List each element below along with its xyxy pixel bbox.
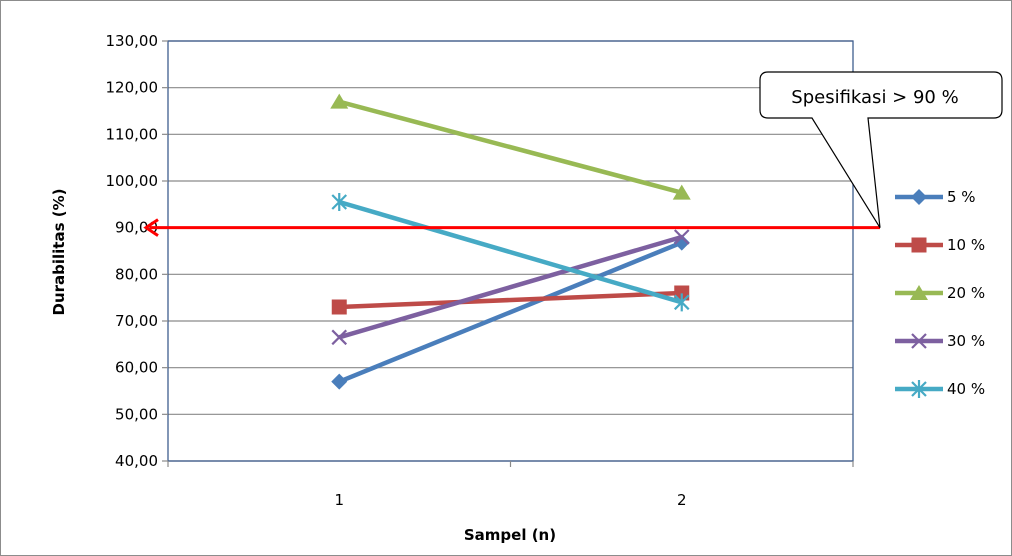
y-tick-label: 60,00 (115, 359, 158, 377)
legend-item: 40 % (895, 380, 985, 398)
legend-marker (910, 285, 928, 300)
data-point (331, 299, 347, 315)
reference-line-group (143, 218, 880, 237)
callout-group: Spesifikasi > 90 % (759, 71, 1003, 228)
legend-label: 40 % (947, 380, 985, 398)
callout-text: Spesifikasi > 90 % (791, 87, 958, 108)
reference-arrow-head (143, 218, 159, 237)
y-tick-label: 110,00 (106, 125, 159, 143)
legend-marker (911, 380, 927, 398)
data-point (331, 373, 348, 390)
legend-marker (911, 237, 927, 253)
y-tick-label: 40,00 (115, 452, 158, 470)
series-line (338, 99, 683, 195)
y-tick-label: 90,00 (115, 219, 158, 237)
axes: 40,00 50,00 60,00 70,00 80,00 90,00 100,00 110,… (106, 32, 854, 509)
series-5-percent (331, 234, 690, 390)
data-point (673, 293, 690, 312)
y-axis-title: Durabilitas (%) (50, 189, 68, 316)
legend-marker (911, 333, 927, 349)
series-20-percent (330, 93, 691, 200)
y-tick-label: 50,00 (115, 405, 158, 423)
legend: 5 % 10 % 20 % 30 % 40 % (895, 188, 985, 398)
data-point (674, 285, 690, 301)
legend-marker (911, 189, 927, 205)
y-tick-label: 70,00 (115, 312, 158, 330)
series-line (338, 199, 683, 305)
y-tick-label: 100,00 (106, 172, 159, 190)
legend-label: 20 % (947, 284, 985, 302)
y-tick-label: 80,00 (115, 265, 158, 283)
legend-label: 5 % (947, 188, 976, 206)
x-tick-label: 1 (334, 491, 344, 509)
legend-item: 5 % (895, 188, 976, 206)
x-axis-title: Sampel (n) (464, 526, 556, 544)
data-point (330, 93, 349, 109)
series-line (339, 290, 682, 310)
legend-item: 30 % (895, 332, 985, 350)
series-10-percent (331, 285, 690, 315)
callout-box (759, 71, 1003, 228)
y-tick-label: 130,00 (106, 32, 159, 50)
y-tick-label: 120,00 (106, 79, 159, 97)
series-30-percent (331, 229, 690, 346)
x-tick-label: 2 (677, 491, 687, 509)
legend-label: 10 % (947, 236, 985, 254)
series-line (338, 234, 683, 340)
series-lines (330, 93, 691, 390)
series-line (338, 240, 683, 384)
legend-label: 30 % (947, 332, 985, 350)
data-point (672, 184, 691, 200)
legend-item: 10 % (895, 236, 985, 254)
data-point (673, 229, 690, 245)
series-40-percent (331, 193, 690, 312)
legend-item: 20 % (895, 284, 985, 302)
data-point (331, 193, 348, 211)
data-point (331, 329, 348, 346)
